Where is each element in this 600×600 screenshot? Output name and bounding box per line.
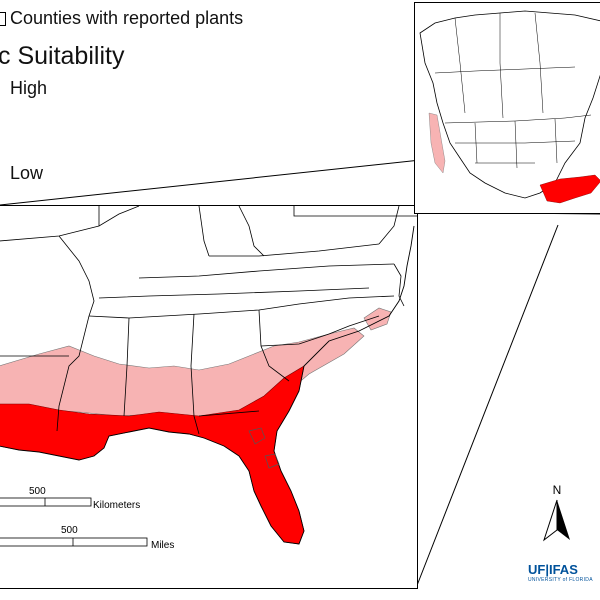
legend-title: c Suitability: [0, 42, 125, 70]
main-map-svg: 500 Kilometers 500 Miles: [0, 206, 417, 551]
scale-km-unit: Kilometers: [93, 500, 140, 511]
uf-ifas-logo: UF|IFAS UNIVERSITY of FLORIDA: [528, 562, 600, 586]
legend-low-label: Low: [10, 163, 44, 183]
legend-high-label: High: [10, 78, 48, 98]
county-legend-swatch: [0, 12, 6, 26]
logo-main-text: UF|IFAS: [528, 562, 578, 577]
low-suitability-region: [0, 327, 365, 419]
main-map-southeast-us: 500 Kilometers 500 Miles: [0, 205, 418, 589]
legend-counties-label: Counties with reported plants: [10, 8, 244, 28]
scale-mi-value: 500: [61, 525, 78, 536]
reported-county-outline: [264, 453, 280, 469]
reported-county-outline: [248, 427, 266, 445]
inset-high-suitability-region: [539, 174, 600, 204]
north-america-outline: [419, 10, 600, 199]
inset-map-svg: [419, 10, 600, 204]
logo-sub-text: UNIVERSITY of FLORIDA: [528, 577, 593, 583]
scale-bar-miles: 500 Miles: [0, 525, 174, 551]
inset-map-north-america: [414, 2, 600, 214]
low-suitability-nc-coast: [363, 307, 392, 331]
scale-bar-kilometers: 500 Kilometers: [0, 486, 140, 511]
scale-mi-unit: Miles: [151, 540, 174, 551]
north-arrow-label: N: [553, 483, 562, 497]
state-boundaries: [0, 206, 417, 435]
north-arrow-icon: N: [543, 483, 570, 542]
inset-west-coast-suitability: [428, 112, 446, 174]
coastline: [0, 225, 415, 545]
scale-km-value: 500: [29, 486, 46, 497]
inset-boundaries: [434, 12, 592, 169]
